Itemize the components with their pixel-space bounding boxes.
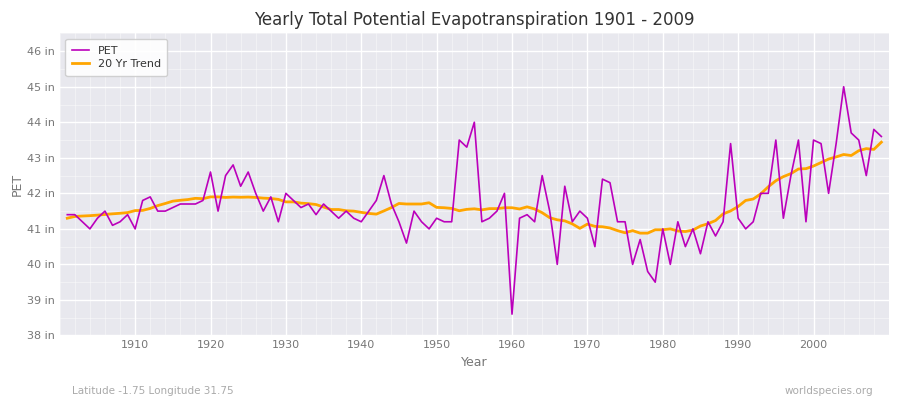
20 Yr Trend [500, 205, 510, 210]
PET [514, 216, 525, 221]
Text: worldspecies.org: worldspecies.org [785, 386, 873, 396]
PET [333, 216, 344, 221]
20 Yr Trend [333, 207, 344, 212]
20 Yr Trend [288, 200, 299, 204]
Y-axis label: PET: PET [11, 173, 24, 196]
PET [500, 191, 510, 196]
PET [288, 198, 299, 203]
Line: PET: PET [68, 87, 881, 314]
Text: Latitude -1.75 Longitude 31.75: Latitude -1.75 Longitude 31.75 [72, 386, 234, 396]
20 Yr Trend [122, 210, 133, 215]
20 Yr Trend [62, 216, 73, 221]
PET [876, 134, 886, 139]
PET [62, 212, 73, 217]
PET [122, 212, 133, 217]
PET [605, 180, 616, 185]
20 Yr Trend [507, 205, 517, 210]
Line: 20 Yr Trend: 20 Yr Trend [68, 142, 881, 233]
X-axis label: Year: Year [461, 356, 488, 369]
PET [507, 312, 517, 316]
20 Yr Trend [597, 224, 608, 229]
20 Yr Trend [634, 231, 645, 236]
Legend: PET, 20 Yr Trend: PET, 20 Yr Trend [66, 39, 167, 76]
PET [838, 84, 849, 89]
Title: Yearly Total Potential Evapotranspiration 1901 - 2009: Yearly Total Potential Evapotranspiratio… [254, 11, 695, 29]
20 Yr Trend [876, 140, 886, 144]
